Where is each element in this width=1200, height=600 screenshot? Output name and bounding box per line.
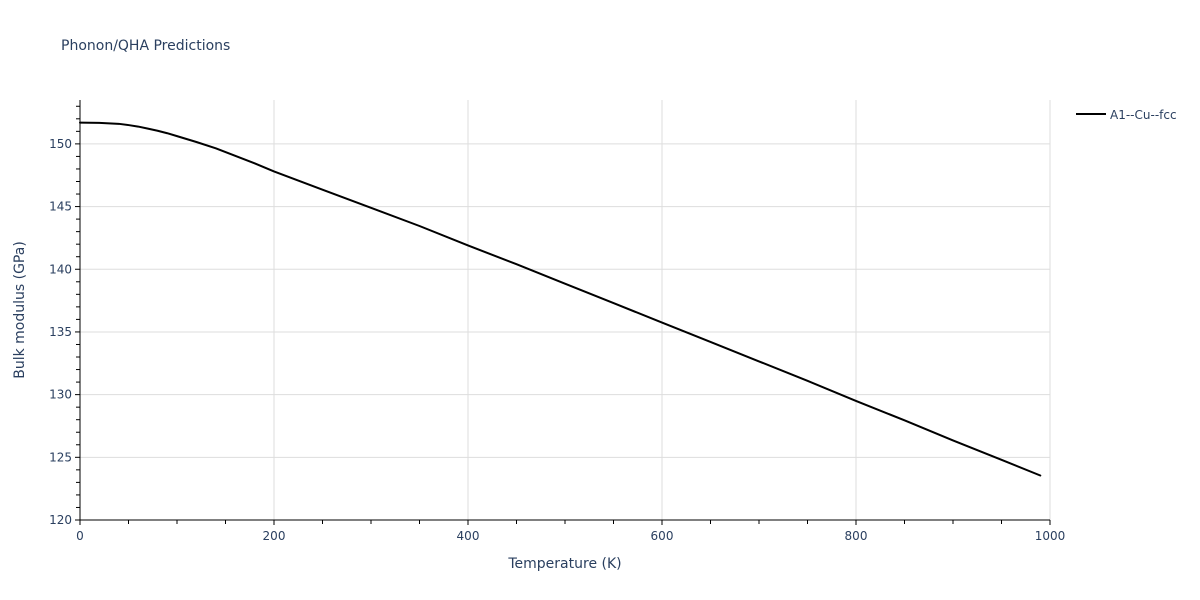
y-tick-label: 120 <box>49 513 72 527</box>
x-tick-label: 0 <box>76 529 84 543</box>
x-tick-label: 800 <box>845 529 868 543</box>
legend: A1--Cu--fcc <box>1076 108 1177 122</box>
legend-item-label: A1--Cu--fcc <box>1110 108 1177 122</box>
x-tick-label: 200 <box>263 529 286 543</box>
chart-title: Phonon/QHA Predictions <box>61 38 230 54</box>
y-tick-label: 130 <box>49 388 72 402</box>
y-tick-label: 145 <box>49 200 72 214</box>
y-tick-label: 150 <box>49 137 72 151</box>
y-tick-label: 135 <box>49 325 72 339</box>
series-line <box>79 121 1042 477</box>
x-tick-label: 600 <box>651 529 674 543</box>
plot-series <box>79 121 1042 477</box>
x-tick-label: 400 <box>457 529 480 543</box>
y-tick-label: 140 <box>49 262 72 276</box>
y-axis: 120 125 130 135 140 145 150 <box>49 100 81 527</box>
x-tick-label: 1000 <box>1035 529 1066 543</box>
y-tick-label: 125 <box>49 450 72 464</box>
grid <box>80 100 1051 520</box>
y-axis-title: Bulk modulus (GPa) <box>12 241 28 379</box>
x-axis-title: Temperature (K) <box>507 556 621 572</box>
x-axis: 0 200 400 600 800 1000 <box>76 519 1066 543</box>
